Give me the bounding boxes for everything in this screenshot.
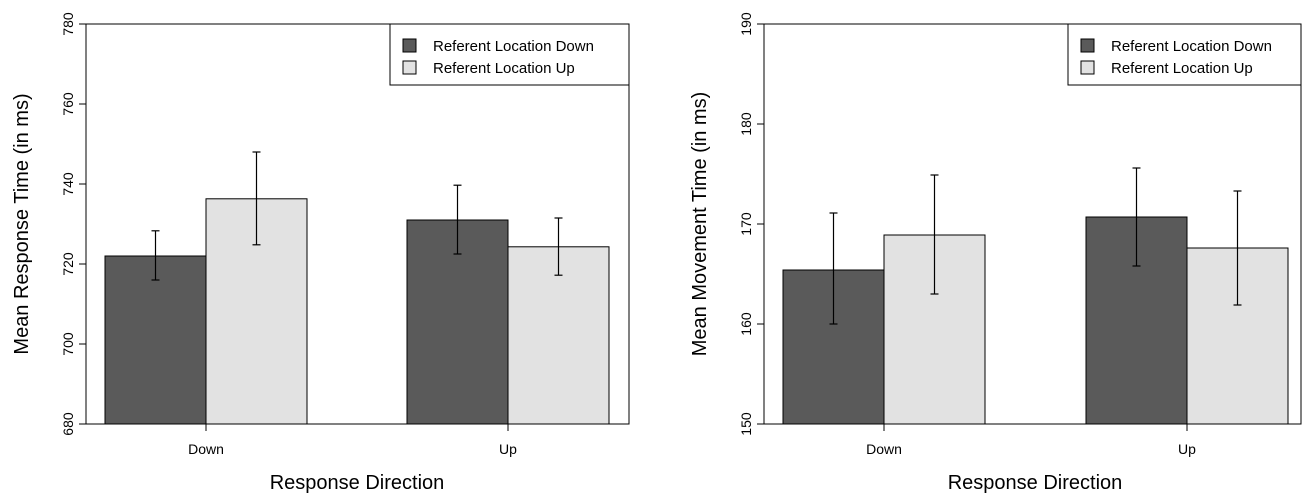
legend-box [389, 23, 630, 86]
y-tick-label: 740 [60, 172, 76, 196]
y-axis-title: Mean Movement Time (in ms) [689, 92, 711, 357]
legend-swatch [1080, 38, 1095, 53]
y-tick-label: 680 [60, 412, 76, 436]
y-tick-label: 190 [738, 12, 754, 36]
legend: Referent Location Down Referent Location … [389, 23, 630, 86]
legend-swatch [402, 60, 417, 75]
x-axis-title: Response Direction [270, 472, 445, 494]
y-tick-label: 700 [60, 332, 76, 356]
x-tick-label: Down [188, 441, 224, 457]
legend-label: Referent Location Down [1111, 38, 1272, 55]
legend-label: Referent Location Up [1111, 60, 1253, 77]
y-tick-label: 160 [738, 312, 754, 336]
chart-panel-1: 680 700 720 740 760 780 Down Up Response Directi… [11, 12, 630, 494]
x-tick-label: Down [866, 441, 902, 457]
x-axis-title: Response Direction [948, 472, 1123, 494]
y-tick-label: 150 [738, 412, 754, 436]
legend-swatch [402, 38, 417, 53]
y-tick-label: 760 [60, 92, 76, 116]
y-axis-title: Mean Response Time (in ms) [11, 93, 33, 354]
x-tick-label: Up [499, 441, 517, 457]
legend-label: Referent Location Down [433, 38, 594, 55]
chart-panel-2: 150 160 170 180 190 Down Up Response Direction M… [689, 12, 1302, 494]
y-tick-label: 170 [738, 212, 754, 236]
plot-frame [85, 23, 630, 425]
legend-box [1067, 23, 1302, 86]
legend-swatch [1080, 60, 1095, 75]
y-tick-label: 720 [60, 252, 76, 276]
legend: Referent Location Down Referent Location … [1067, 23, 1302, 86]
y-tick-label: 780 [60, 12, 76, 36]
x-tick-label: Up [1178, 441, 1196, 457]
bar-down-referent-down [104, 255, 207, 425]
legend-label: Referent Location Up [433, 60, 575, 77]
y-tick-label: 180 [738, 112, 754, 136]
